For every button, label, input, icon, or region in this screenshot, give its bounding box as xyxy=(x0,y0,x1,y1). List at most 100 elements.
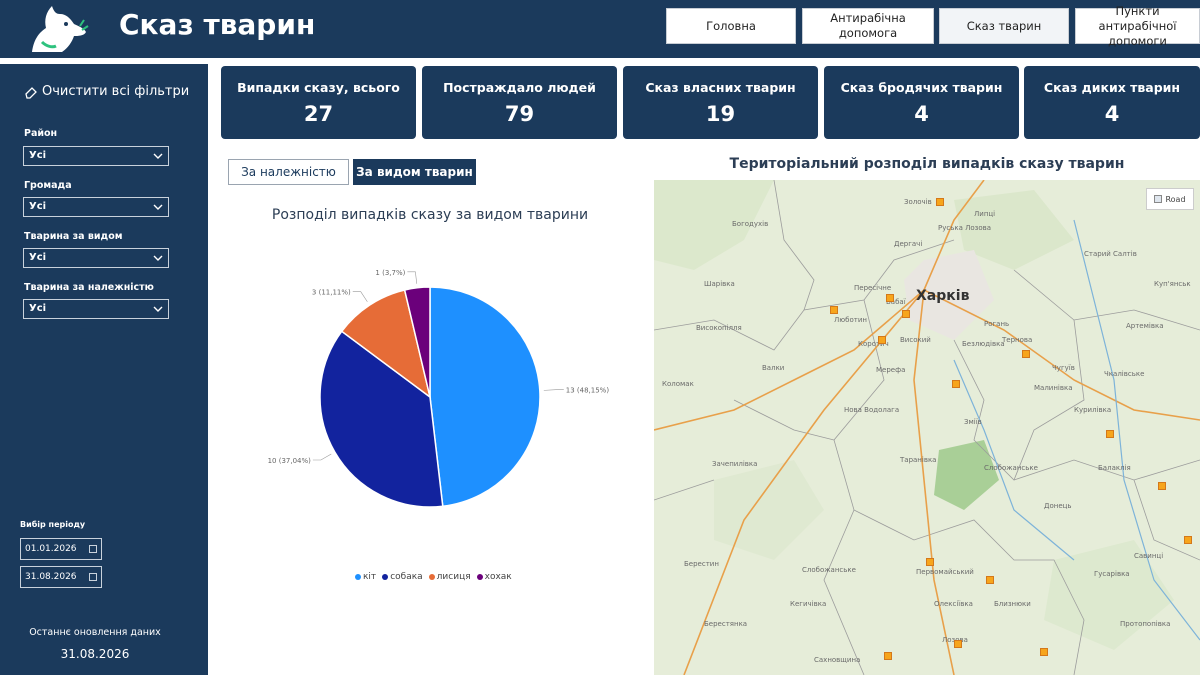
kpi-label: Постраждало людей xyxy=(443,80,596,95)
map-place-label: Берестин xyxy=(684,560,719,568)
legend-item-1[interactable]: собака xyxy=(382,572,423,582)
toggle-by-ownership[interactable]: За належністю xyxy=(228,159,349,185)
case-marker-icon[interactable] xyxy=(1022,350,1030,358)
kpi-value: 27 xyxy=(303,102,334,126)
pie-data-label-1: 10 (37,04%) xyxy=(268,457,312,465)
date-from-input[interactable]: 01.01.2026 xyxy=(20,538,102,560)
legend-label: хохак xyxy=(484,572,512,582)
map-place-label: Валки xyxy=(762,364,785,372)
case-marker-icon[interactable] xyxy=(952,380,960,388)
map-place-label: Таранівка xyxy=(900,456,937,464)
map-place-label: Берестянка xyxy=(704,620,748,628)
legend-dot xyxy=(428,574,435,580)
clear-filters-label: Очистити всі фільтри xyxy=(42,84,190,99)
map-place-label: Золочів xyxy=(904,198,932,206)
pie-leader-line-2 xyxy=(352,291,368,302)
calendar-icon[interactable] xyxy=(89,545,97,553)
map-place-label: Дергачі xyxy=(894,240,923,248)
kpi-label: Сказ власних тварин xyxy=(645,80,796,95)
map-place-label: Нова Водолага xyxy=(844,406,900,414)
map-place-label: Чкалівське xyxy=(1104,370,1145,378)
legend-item-2[interactable]: лисиця xyxy=(428,572,471,582)
pie-data-label-2: 3 (11,11%) xyxy=(312,289,351,297)
filter-ownership-select[interactable]: Усі xyxy=(23,299,169,319)
case-marker-icon[interactable] xyxy=(1158,482,1166,490)
nav-rabies-aid-button[interactable]: Антирабічна допомога xyxy=(802,8,934,44)
filter-district-label: Район xyxy=(24,128,58,139)
pie-data-label-0: 13 (48,15%) xyxy=(566,387,610,395)
kpi-label: Сказ диких тварин xyxy=(1043,80,1181,95)
map-place-label: Кегичівка xyxy=(790,600,827,608)
legend-item-3[interactable]: хохак xyxy=(476,572,512,582)
map-place-label: Мерефа xyxy=(876,366,906,374)
filter-species-select[interactable]: Усі xyxy=(23,248,169,268)
pie-legend: кіт собака лисиця хохак xyxy=(355,572,512,582)
map-place-label: Близнюки xyxy=(994,600,1031,608)
chevron-down-icon xyxy=(153,306,163,312)
eraser-icon xyxy=(25,86,37,99)
nav-animal-rabies-button[interactable]: Сказ тварин xyxy=(939,8,1069,44)
pie-leader-line-3 xyxy=(407,271,418,284)
case-marker-icon[interactable] xyxy=(878,336,886,344)
region-map[interactable]: Road Харків Золочів Богодухів Дергачі Ру… xyxy=(654,180,1200,675)
map-place-label: Курилівка xyxy=(1074,406,1112,414)
filter-ownership-label: Тварина за належністю xyxy=(24,282,154,293)
kpi-people-affected: Постраждало людей 79 xyxy=(422,66,617,139)
legend-label: лисиця xyxy=(436,572,471,582)
dog-logo-icon xyxy=(32,6,89,52)
map-style-label: Road xyxy=(1165,194,1186,204)
nav-aid-points-button[interactable]: Пункти антирабічної допомоги xyxy=(1075,4,1200,48)
legend-item-0[interactable]: кіт xyxy=(355,572,376,582)
kpi-owned-animals: Сказ власних тварин 19 xyxy=(623,66,818,139)
case-marker-icon[interactable] xyxy=(936,198,944,206)
kpi-value: 4 xyxy=(1104,102,1120,126)
map-place-label: Донець xyxy=(1044,502,1072,510)
pie-leader-line-0 xyxy=(543,389,564,391)
map-place-label: Сахновщина xyxy=(814,656,861,664)
last-update-date: 31.08.2026 xyxy=(60,647,130,661)
map-place-label: Липці xyxy=(974,210,996,218)
date-from-value: 01.01.2026 xyxy=(25,544,77,554)
map-style-button[interactable]: Road xyxy=(1146,188,1194,210)
filter-community-label: Громада xyxy=(24,180,72,191)
chevron-down-icon xyxy=(153,204,163,210)
case-marker-icon[interactable] xyxy=(1184,536,1192,544)
clear-filters-button[interactable]: Очистити всі фільтри xyxy=(24,84,189,99)
case-marker-icon[interactable] xyxy=(886,294,894,302)
map-terrain xyxy=(654,180,1200,675)
case-marker-icon[interactable] xyxy=(1040,648,1048,656)
filter-sidebar: Очистити всі фільтри Район Усі Громада У… xyxy=(0,64,208,675)
pie-chart: 13 (48,15%) 10 (37,04%) 3 (11,11%) 1 (3,7%) xyxy=(268,269,610,508)
map-place-label: Гусарівка xyxy=(1094,570,1130,578)
pie-slice-1[interactable] xyxy=(319,330,444,508)
pie-slice-2[interactable] xyxy=(340,289,432,399)
date-to-input[interactable]: 31.08.2026 xyxy=(20,566,102,588)
legend-label: кіт xyxy=(363,572,377,582)
case-marker-icon[interactable] xyxy=(830,306,838,314)
legend-dot xyxy=(355,574,361,580)
pie-slice-3[interactable] xyxy=(403,286,431,398)
case-marker-icon[interactable] xyxy=(926,558,934,566)
case-marker-icon[interactable] xyxy=(954,640,962,648)
map-place-label: Коломак xyxy=(662,380,694,388)
case-marker-icon[interactable] xyxy=(884,652,892,660)
map-place-label: Первомайський xyxy=(916,568,974,576)
kpi-value: 19 xyxy=(705,102,736,126)
toggle-by-species[interactable]: За видом тварин xyxy=(353,159,476,185)
case-marker-icon[interactable] xyxy=(986,576,994,584)
pie-slice-0[interactable] xyxy=(429,286,541,508)
map-place-label: Малинівка xyxy=(1034,384,1073,392)
case-marker-icon[interactable] xyxy=(1106,430,1114,438)
chevron-down-icon xyxy=(153,153,163,159)
filter-community-select[interactable]: Усі xyxy=(23,197,169,217)
map-place-label: Високий xyxy=(900,336,931,344)
pie-data-label-3: 1 (3,7%) xyxy=(375,269,405,277)
filter-district-select[interactable]: Усі xyxy=(23,146,169,166)
pie-leader-line-1 xyxy=(312,453,332,461)
case-marker-icon[interactable] xyxy=(902,310,910,318)
filter-ownership-value: Усі xyxy=(29,303,47,314)
calendar-icon[interactable] xyxy=(89,573,97,581)
nav-home-button[interactable]: Головна xyxy=(666,8,796,44)
pie-chart-title: Розподіл випадків сказу за видом тварини xyxy=(271,207,589,223)
kpi-value: 4 xyxy=(914,102,929,126)
